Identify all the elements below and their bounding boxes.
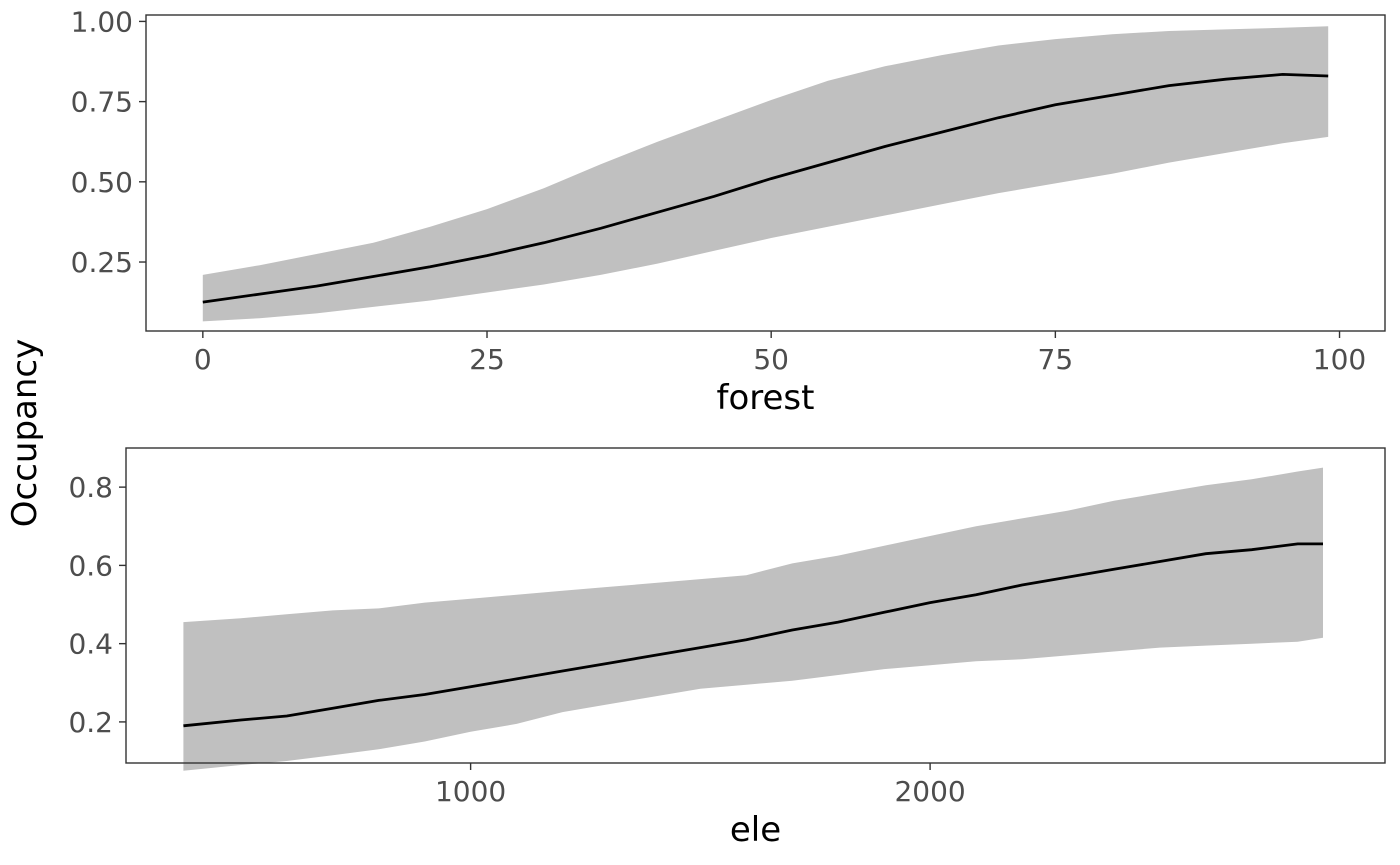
y-tick-label: 1.00 — [71, 5, 133, 38]
x-axis-title-ele: ele — [730, 810, 781, 850]
y-tick-label: 0.25 — [71, 246, 133, 279]
panel-forest: 0.25 0.50 0.75 1.00 0 25 50 75 100 forest — [71, 5, 1386, 418]
y-tick-label: 0.4 — [68, 628, 113, 661]
x-axis-title-forest: forest — [717, 378, 815, 418]
y-axis-title: Occupancy — [5, 339, 45, 527]
y-tick-label: 0.6 — [68, 549, 113, 582]
y-tick-label: 0.8 — [68, 471, 113, 504]
y-tick-label: 0.75 — [71, 86, 133, 119]
x-tick-label: 100 — [1313, 343, 1366, 376]
x-tick-label: 0 — [194, 343, 212, 376]
fit-line-forest — [202, 72, 1329, 304]
confidence-ribbon-ele — [183, 467, 1323, 771]
y-tick-label: 0.2 — [68, 706, 113, 739]
x-tick-label: 1000 — [435, 775, 506, 808]
x-tick-label: 25 — [469, 343, 505, 376]
x-tick-label: 50 — [753, 343, 789, 376]
confidence-ribbon-forest — [202, 26, 1329, 322]
x-tick-label: 75 — [1038, 343, 1074, 376]
y-tick-label: 0.50 — [71, 166, 133, 199]
x-tick-label: 2000 — [894, 775, 965, 808]
panel-ele: 0.2 0.4 0.6 0.8 1000 2000 ele — [68, 447, 1386, 850]
panel-border — [145, 14, 1386, 332]
fit-line-ele — [183, 542, 1323, 728]
panel-border — [125, 447, 1386, 764]
